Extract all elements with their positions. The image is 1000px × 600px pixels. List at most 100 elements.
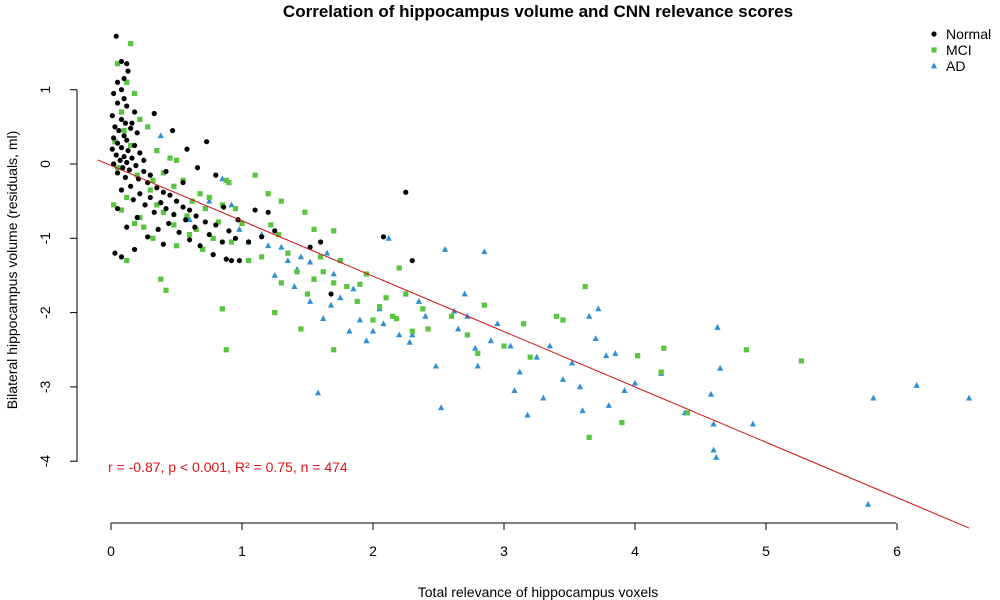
data-point-normal (128, 125, 134, 131)
data-point-ad (540, 394, 547, 401)
x-axis-label: Total relevance of hippocampus voxels (418, 584, 658, 600)
data-point-ad (432, 362, 439, 369)
stats-annotation: r = -0.87, p < 0.001, R² = 0.75, n = 474 (108, 459, 348, 475)
x-axis: 0 1 2 3 4 5 6 (107, 522, 901, 559)
data-point-ad (356, 316, 363, 323)
data-point-mci (173, 157, 180, 163)
data-point-ad (406, 338, 413, 345)
data-point-mci (114, 61, 121, 67)
data-point-ad (710, 446, 717, 453)
data-point-mci (232, 205, 239, 212)
data-point-ad (605, 402, 612, 408)
data-point-mci (304, 291, 311, 297)
x-tick-label: 0 (107, 543, 115, 559)
data-point-mci (272, 310, 278, 316)
data-point-mci (141, 224, 147, 230)
data-point-normal (163, 168, 169, 175)
data-point-normal (403, 189, 409, 195)
y-tick-label: -3 (37, 380, 53, 393)
data-point-normal (118, 187, 125, 193)
data-point-normal (197, 243, 203, 249)
data-point-normal (145, 234, 151, 240)
data-point-mci (160, 170, 166, 176)
data-point-mci (331, 280, 337, 286)
data-point-normal (111, 161, 117, 167)
data-point-normal (120, 165, 126, 171)
data-point-ad (612, 350, 619, 356)
data-point-normal (213, 172, 219, 178)
legend-marker-mci (931, 47, 937, 53)
data-point-mci (112, 139, 118, 145)
data-point-mci (354, 298, 360, 305)
data-point-mci (154, 202, 160, 208)
regression-line (97, 159, 970, 529)
data-point-normal (213, 222, 219, 228)
data-point-normal (128, 183, 134, 189)
data-point-ad (369, 327, 377, 334)
data-point-mci (294, 269, 300, 275)
data-point-ad (569, 359, 576, 366)
y-tick-label: 0 (37, 160, 53, 168)
data-point-mci (560, 317, 566, 323)
data-point-mci (658, 369, 664, 375)
data-point-normal (118, 116, 125, 123)
data-point-mci (298, 326, 304, 332)
data-point-normal (221, 204, 227, 210)
data-point-ad (592, 335, 599, 342)
data-point-ad (546, 342, 553, 349)
data-point-normal (131, 246, 138, 253)
data-point-normal (180, 179, 186, 186)
data-point-normal (192, 224, 198, 230)
data-point-normal (118, 58, 125, 65)
data-point-normal (265, 209, 271, 215)
data-point-normal (223, 256, 229, 262)
data-point-normal (114, 170, 121, 176)
data-point-normal (160, 241, 166, 247)
data-point-ad (621, 387, 628, 394)
data-point-normal (318, 239, 324, 245)
data-point-normal (124, 103, 130, 109)
y-tick-label: -4 (37, 455, 53, 468)
data-point-ad (494, 320, 501, 327)
data-point-ad (265, 242, 272, 249)
data-point-normal (125, 68, 131, 74)
data-point-mci (743, 347, 749, 353)
data-point-normal (137, 150, 143, 156)
data-point-ad (380, 320, 387, 327)
data-point-normal (151, 209, 157, 215)
data-point-normal (121, 153, 127, 160)
data-point-normal (167, 192, 173, 198)
data-point-ad (586, 312, 593, 319)
data-point-normal (112, 250, 118, 256)
data-point-mci (403, 291, 409, 297)
data-point-mci (278, 198, 284, 204)
data-point-normal (134, 130, 140, 136)
data-point-normal (187, 237, 193, 243)
data-point-mci (409, 328, 415, 334)
data-point-mci (184, 213, 190, 219)
data-point-normal (147, 194, 153, 201)
x-tick-label: 6 (893, 543, 901, 559)
data-point-ad (385, 234, 392, 241)
data-point-ad (710, 420, 717, 427)
data-point-normal (114, 205, 121, 212)
data-point-normal (133, 162, 139, 169)
data-point-normal (169, 127, 176, 134)
data-point-ad (707, 390, 715, 397)
data-point-mci (202, 205, 208, 212)
data-point-normal (187, 207, 193, 213)
data-point-ad (559, 376, 567, 382)
data-point-normal (114, 79, 121, 85)
data-point-mci (147, 187, 153, 193)
data-point-mci (118, 109, 125, 115)
data-point-ad (913, 382, 920, 388)
y-tick-label: 1 (37, 86, 53, 94)
data-point-normal (122, 174, 129, 180)
data-point-normal (173, 198, 180, 204)
data-point-mci (197, 191, 203, 197)
data-point-mci (124, 257, 130, 264)
data-point-ad (714, 324, 721, 330)
data-point-mci (344, 283, 350, 290)
data-point-normal (114, 100, 121, 106)
data-point-normal (158, 200, 164, 206)
